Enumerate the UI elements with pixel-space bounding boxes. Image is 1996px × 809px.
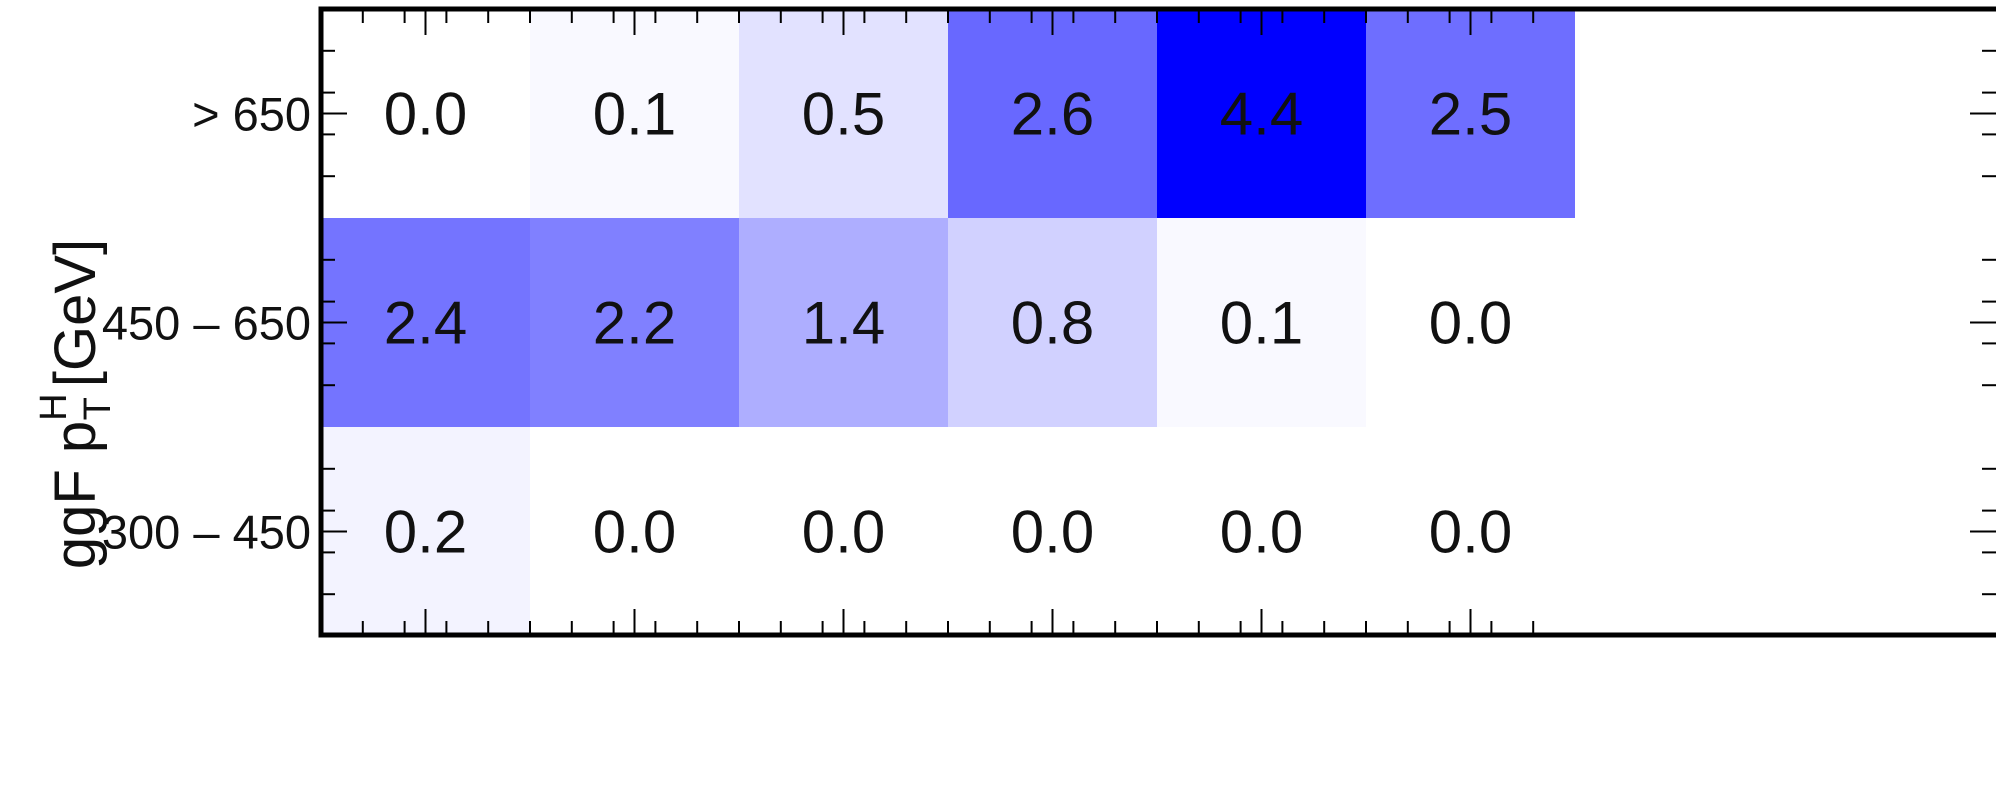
heatmap-cell <box>739 9 948 218</box>
y-axis-label-superscript: H <box>33 393 75 420</box>
cell-value-label: 0.0 <box>1220 499 1303 566</box>
heatmap-cell <box>948 427 1157 636</box>
cell-value-label: 2.4 <box>384 290 467 357</box>
cell-value-label: 0.0 <box>384 81 467 148</box>
y-axis-label-unit: [GeV] <box>43 239 108 387</box>
y-tick-label: 450 – 650 <box>102 297 311 350</box>
heatmap-cell <box>1366 427 1575 636</box>
y-tick-label: > 650 <box>192 88 311 141</box>
y-axis-label-main: ggF p <box>43 421 108 569</box>
cell-value-label: 0.2 <box>384 499 467 566</box>
heatmap-cell <box>530 9 739 218</box>
cell-value-label: 4.4 <box>1220 81 1303 148</box>
heatmap-cell <box>1157 218 1366 427</box>
y-axis-label: ggF pHT [GeV] <box>33 239 119 569</box>
heatmap-cell <box>321 427 530 636</box>
cell-value-label: 0.1 <box>1220 290 1303 357</box>
y-axis-label-subscript: T <box>77 397 119 420</box>
cell-value-label: 0.0 <box>1011 499 1094 566</box>
plot-frame <box>318 6 1996 638</box>
cell-value-label: 2.2 <box>593 290 676 357</box>
cell-value-label: 0.0 <box>593 499 676 566</box>
heatmap-cell <box>1366 9 1575 218</box>
heatmap-cell <box>739 218 948 427</box>
heatmap-cell <box>948 218 1157 427</box>
heatmap-cell <box>1157 9 1366 218</box>
heatmap-cell <box>1366 218 1575 427</box>
heatmap-cells: 0.0 0.1 0.5 2.6 4.4 2.5 2.4 2.2 1.4 0.8 0.1 0.0 0.2 0… <box>321 9 1575 636</box>
heatmap-cell <box>321 218 530 427</box>
cell-value-label: 0.0 <box>1429 499 1512 566</box>
heatmap-cell <box>530 218 739 427</box>
heatmap-cell <box>1157 427 1366 636</box>
cell-value-label: 2.5 <box>1429 81 1512 148</box>
cell-value-label: 1.4 <box>802 290 885 357</box>
heatmap-cell <box>948 9 1157 218</box>
heatmap-cell <box>530 427 739 636</box>
cell-value-label: 0.5 <box>802 81 885 148</box>
cell-value-label: 0.0 <box>1429 290 1512 357</box>
cell-value-label: 0.0 <box>802 499 885 566</box>
cell-value-label: 0.8 <box>1011 290 1094 357</box>
heatmap-cell <box>321 9 530 218</box>
cell-value-label: 0.1 <box>593 81 676 148</box>
heatmap-cell <box>739 427 948 636</box>
y-tick-labels: > 650 450 – 650 300 – 450 <box>102 88 311 559</box>
y-tick-label: 300 – 450 <box>102 506 311 559</box>
cell-value-label: 2.6 <box>1011 81 1094 148</box>
